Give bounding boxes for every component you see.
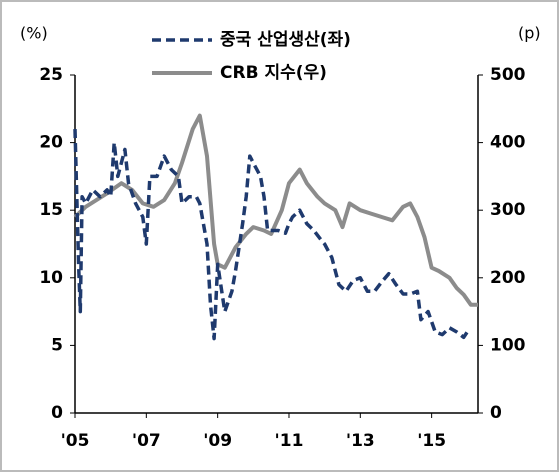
y-tick-label: 5 — [51, 335, 63, 355]
y2-unit: (p) — [518, 24, 541, 43]
y-tick-label: 15 — [39, 200, 63, 220]
y-tick-label: 0 — [51, 403, 63, 423]
series-line — [73, 113, 478, 307]
y2-tick-label: 0 — [490, 403, 502, 423]
y-tick-label: 25 — [39, 65, 63, 85]
y-tick-label: 20 — [39, 133, 63, 153]
x-tick-label: '11 — [275, 431, 304, 451]
legend-label: 중국 산업생산(좌) — [220, 30, 351, 50]
y2-tick-label: 400 — [490, 133, 526, 153]
y2-tick-label: 100 — [490, 335, 526, 355]
y2-tick-label: 500 — [490, 65, 526, 85]
y2-tick-label: 200 — [490, 268, 526, 288]
x-tick-label: '13 — [346, 431, 375, 451]
x-tick-label: '07 — [132, 431, 161, 451]
y2-tick-label: 300 — [490, 200, 526, 220]
legend-label: CRB 지수(우) — [220, 63, 327, 83]
x-tick-label: '09 — [203, 431, 232, 451]
y-unit: (%) — [20, 24, 48, 43]
x-tick-label: '05 — [61, 431, 90, 451]
x-tick-label: '15 — [417, 431, 446, 451]
series-line — [73, 129, 469, 341]
y-tick-label: 10 — [39, 268, 63, 288]
